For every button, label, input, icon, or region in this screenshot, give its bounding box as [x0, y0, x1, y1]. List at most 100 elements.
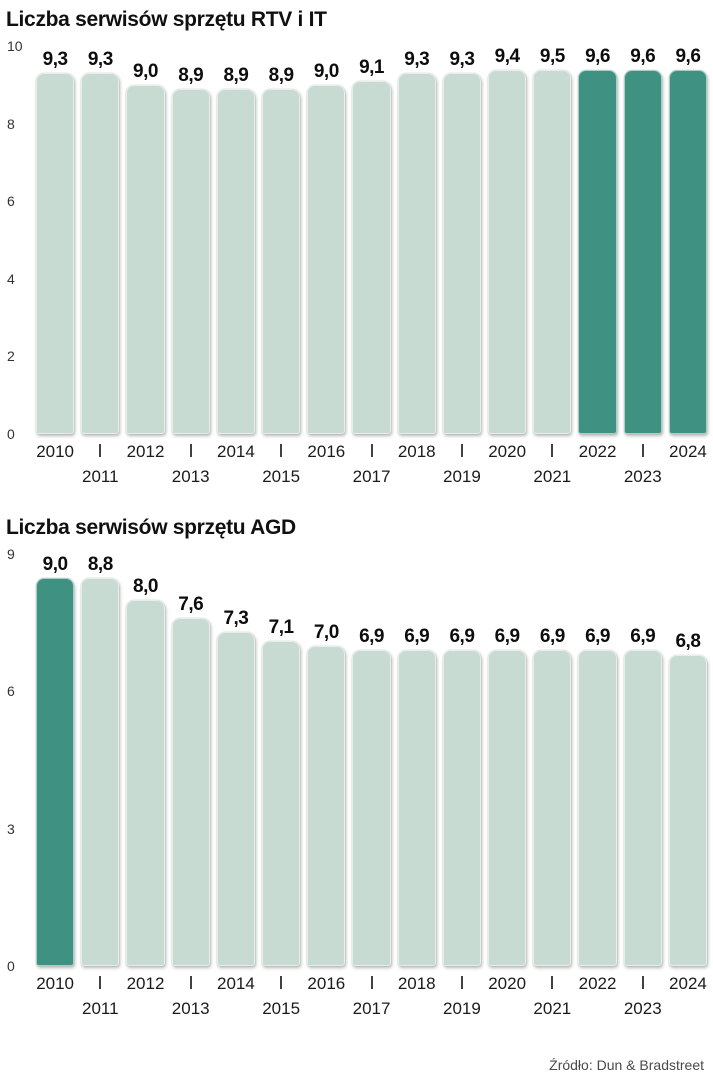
bar: [262, 88, 301, 434]
bar-value-label: 9,3: [449, 49, 475, 71]
x-tick-label: 2011: [82, 999, 119, 1018]
bar: [36, 73, 75, 434]
bar-column: 6,9: [623, 554, 662, 966]
x-tick-label: 2010: [36, 974, 75, 993]
bar-value-label: 7,6: [178, 594, 204, 616]
bar-value-label: 8,9: [223, 64, 249, 86]
x-tick-label: 2018: [397, 442, 436, 461]
bar-column: 7,6: [171, 554, 210, 966]
bar-column: 9,6: [578, 46, 617, 434]
bar-column: 8,8: [81, 554, 120, 966]
bar-value-label: 6,9: [585, 626, 610, 648]
x-axis-column: 2013: [172, 974, 210, 1032]
y-tick-label: 10: [7, 38, 23, 54]
bar-column: 6,8: [668, 554, 708, 966]
x-axis-agd: 2010 2011 2012 2013 2014 2015 2016 2017 2018 2019…: [36, 974, 707, 1032]
x-tick-mark: [641, 976, 644, 989]
bar-chart-agd: 0 3 6 9 9,0 8,8 8,0 7,6 7,3 7,1 7,0 6,9 6,9 6,9 6,9 6,9…: [6, 547, 709, 973]
bars-area: 9,3 9,3 9,0 8,9 8,9 8,9 9,0 9,1 9,3 9,3 9,4 9,5 9,6 9…: [36, 46, 708, 434]
bar-value-label: 9,3: [87, 49, 113, 71]
bar-value-label: 9,6: [675, 46, 701, 67]
bar-column: 9,3: [36, 46, 75, 434]
x-axis-column: 2013: [172, 442, 210, 500]
bar-column: 9,3: [442, 46, 482, 434]
x-tick-label: 2013: [171, 999, 210, 1018]
bar-value-label: 9,3: [404, 49, 430, 71]
bar: [623, 70, 662, 434]
x-tick-label: 2011: [82, 467, 119, 486]
bar-value-label: 6,9: [404, 626, 430, 648]
chart-title-agd: Liczba serwisów sprzętu AGD: [6, 516, 296, 539]
x-tick-label: 2020: [488, 974, 527, 993]
x-axis-column: 2010: [36, 974, 74, 1032]
bar: [352, 650, 391, 966]
x-axis-column: 2019: [443, 442, 481, 500]
x-tick-mark: [99, 444, 102, 457]
bar-value-label: 9,3: [42, 49, 68, 71]
bar-column: 9,0: [126, 46, 165, 434]
x-axis-column: 2022: [578, 442, 617, 500]
bar-value-label: 9,6: [585, 46, 610, 67]
x-axis-column: 2024: [669, 442, 707, 500]
x-axis-column: 2012: [126, 974, 165, 1032]
bar: [442, 73, 482, 434]
x-axis-column: 2019: [443, 974, 481, 1032]
bar: [442, 650, 482, 966]
x-axis-column: 2018: [398, 442, 436, 500]
bar-value-label: 9,0: [133, 60, 158, 82]
bar-value-label: 8,8: [87, 554, 113, 575]
bar-column: 9,5: [533, 46, 572, 434]
bar-column: 6,9: [488, 554, 527, 966]
x-axis-column: 2022: [578, 974, 617, 1032]
y-tick-label: 6: [7, 683, 15, 700]
x-tick-label: 2017: [352, 999, 391, 1018]
bar-value-label: 6,9: [630, 626, 656, 648]
x-axis-column: 2021: [533, 442, 571, 500]
bar: [578, 70, 617, 434]
bar: [171, 618, 210, 966]
bar-value-label: 8,0: [133, 575, 158, 597]
bar: [126, 84, 165, 434]
bar: [36, 578, 75, 966]
x-tick-label: 2010: [36, 442, 75, 461]
y-tick-label: 3: [7, 820, 15, 837]
bar: [533, 70, 572, 434]
x-axis-column: 2021: [533, 974, 571, 1032]
bar-value-label: 6,9: [494, 626, 520, 648]
x-axis-column: 2024: [669, 974, 707, 1032]
x-tick-mark: [189, 444, 192, 457]
bar: [668, 654, 708, 966]
x-tick-label: 2020: [488, 442, 527, 461]
x-tick-label: 2021: [533, 467, 572, 486]
x-axis-column: 2018: [398, 974, 436, 1032]
x-axis-column: 2023: [624, 442, 662, 500]
bar-column: 8,9: [171, 46, 210, 434]
x-tick-label: 2016: [307, 974, 346, 993]
x-axis-column: 2023: [624, 974, 662, 1032]
bar-column: 9,0: [36, 554, 75, 966]
x-tick-label: 2018: [397, 974, 436, 993]
bar-column: 8,9: [216, 46, 256, 434]
y-tick-label: 8: [7, 115, 15, 132]
bar-column: 7,0: [307, 554, 346, 966]
bar-value-label: 6,9: [449, 626, 475, 648]
y-tick-label: 4: [7, 270, 15, 287]
x-tick-label: 2014: [217, 442, 255, 461]
bar: [81, 578, 120, 966]
chart-section-agd: Liczba serwisów sprzętu AGD 0 3 6 9 9,0 8,8 8,…: [6, 516, 709, 1032]
x-axis-column: 2017: [352, 442, 390, 500]
x-tick-label: 2012: [126, 442, 165, 461]
bar-column: 7,3: [216, 554, 256, 966]
bar-value-label: 9,6: [630, 46, 656, 67]
bar: [307, 84, 346, 434]
y-tick-label: 0: [7, 426, 15, 442]
y-axis: 0 3 6 9: [6, 547, 34, 973]
x-tick-mark: [551, 444, 554, 457]
y-tick-label: 2: [7, 348, 15, 365]
bar-column: 9,3: [397, 46, 436, 434]
x-tick-mark: [280, 444, 283, 457]
chart-section-rtv-it: Liczba serwisów sprzętu RTV i IT 0 2 4 6 8 10…: [6, 8, 709, 500]
x-tick-label: 2022: [578, 442, 617, 461]
x-tick-label: 2012: [126, 974, 165, 993]
bar-column: 9,4: [488, 46, 527, 434]
